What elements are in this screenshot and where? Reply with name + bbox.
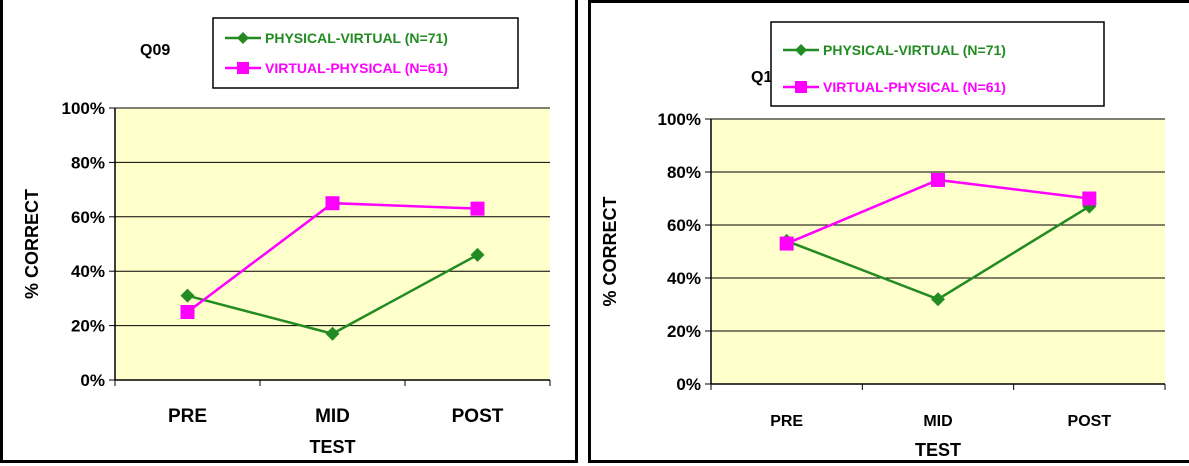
q09-y-tick-label: 0%: [80, 371, 105, 390]
q09-y-tick-label: 20%: [71, 317, 105, 336]
q09-legend-label: PHYSICAL-VIRTUAL (N=71): [265, 30, 448, 46]
q09-x-axis-title: TEST: [309, 437, 355, 457]
q09-legend-label: VIRTUAL-PHYSICAL (N=61): [265, 60, 448, 76]
q13-x-tick-label: POST: [1068, 413, 1112, 430]
q09-data-point: [180, 288, 195, 303]
q09-data-point: [325, 196, 340, 211]
q13-legend-marker: [795, 81, 807, 93]
q13-legend-label: VIRTUAL-PHYSICAL (N=61): [823, 79, 1006, 95]
q09-y-tick-label: 40%: [71, 262, 105, 281]
q09-data-point: [470, 247, 485, 262]
q09-y-tick-label: 100%: [62, 99, 105, 118]
chart-panel-q13: 0% 20% 40% 60% 80% 100% PRE MID POST TEST % CORREC…: [588, 0, 1189, 463]
q13-legend-marker: [795, 44, 807, 56]
q09-legend-box: [212, 17, 519, 89]
q13-x-axis-title: TEST: [915, 440, 961, 460]
q13-data-point: [779, 236, 794, 251]
q13-y-tick-label: 20%: [667, 322, 701, 341]
q09-x-tick-label: PRE: [168, 406, 207, 427]
q09-data-point: [325, 326, 340, 341]
q09-legend-marker: [237, 62, 249, 74]
q13-y-tick-label: 100%: [658, 110, 701, 129]
chart-q13-svg: 0% 20% 40% 60% 80% 100% PRE MID POST TEST % CORREC…: [600, 21, 1166, 460]
q13-data-point: [931, 292, 945, 307]
q09-y-axis-title: % CORRECT: [22, 189, 42, 299]
q09-data-point: [470, 201, 485, 216]
q13-data-point: [1082, 191, 1097, 206]
chart-panel-q09: 0% 20% 40% 60% 80% 100% PRE MID POST TEST % CORREC…: [0, 0, 578, 463]
q13-x-tick-label: PRE: [770, 413, 803, 430]
q13-data-point: [931, 172, 945, 187]
q13-legend-box: [770, 21, 1105, 107]
chart-q09-svg: 0% 20% 40% 60% 80% 100% PRE MID POST TEST % CORREC…: [22, 17, 551, 457]
q13-y-tick-label: 0%: [676, 375, 701, 394]
q09-x-tick-label: POST: [452, 406, 504, 427]
q09-y-tick-label: 60%: [71, 208, 105, 227]
q13-legend-label: PHYSICAL-VIRTUAL (N=71): [823, 42, 1006, 58]
q13-x-tick-label: MID: [923, 413, 952, 430]
q09-x-tick-label: MID: [315, 406, 350, 427]
q09-chart-title: Q09: [140, 42, 170, 59]
q13-plot-area: [711, 119, 1165, 384]
q13-y-axis-title: % CORRECT: [600, 196, 620, 306]
q13-y-tick-label: 40%: [667, 269, 701, 288]
q09-y-tick-label: 80%: [71, 153, 105, 172]
q13-y-tick-label: 60%: [667, 216, 701, 235]
q13-y-tick-label: 80%: [667, 163, 701, 182]
q09-data-point: [180, 305, 195, 319]
q09-legend-marker: [237, 32, 249, 44]
